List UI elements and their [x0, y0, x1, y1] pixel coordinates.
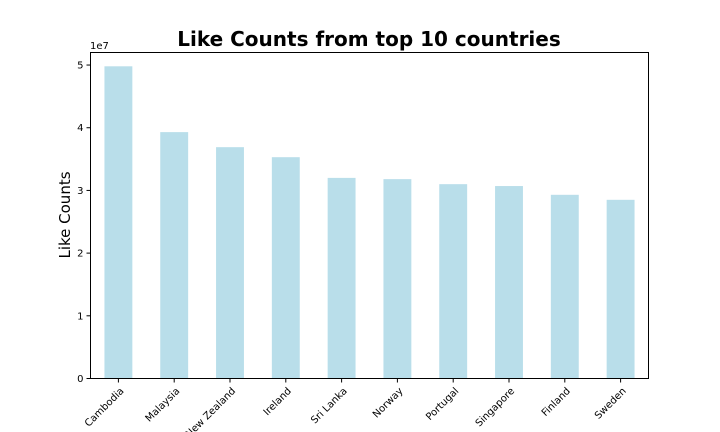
y-scale-label: 1e7: [90, 41, 109, 52]
bars-group: [104, 66, 635, 379]
x-tick-label: Cambodia: [83, 386, 127, 430]
bar: [383, 179, 412, 379]
bar: [606, 199, 635, 379]
x-ticks-group: Cambodia Malaysia New Zealand Ireland Sri La…: [83, 378, 629, 432]
x-tick-label: Malaysia: [144, 386, 183, 425]
y-tick-label: 5: [77, 61, 83, 72]
bar: [104, 66, 133, 379]
bar: [439, 184, 468, 379]
x-tick-label: Portugal: [424, 386, 461, 423]
x-tick-label: New Zealand: [184, 386, 238, 432]
bar: [271, 157, 300, 379]
bar: [327, 177, 356, 379]
x-tick-label: Norway: [371, 386, 406, 421]
y-tick-label: 4: [77, 123, 83, 134]
bar: [495, 186, 523, 379]
y-ticks-group: 0 1 2 3 4 5: [77, 61, 91, 385]
y-tick-label: 2: [77, 249, 83, 260]
x-tick-label: Sri Lanka: [309, 386, 349, 426]
x-tick-label: Finland: [540, 386, 573, 419]
plot-frame: [90, 52, 649, 379]
chart-title: Like Counts from top 10 countries: [177, 27, 561, 51]
y-tick-label: 0: [77, 374, 83, 385]
x-tick-label: Ireland: [262, 386, 294, 418]
x-tick-label: Sweden: [593, 386, 629, 422]
x-tick-label: Singapore: [474, 386, 517, 429]
y-axis-label: Like Counts: [56, 171, 74, 258]
y-tick-label: 1: [77, 311, 83, 322]
bar: [550, 194, 579, 379]
y-tick-label: 3: [77, 186, 83, 197]
bar: [216, 147, 244, 379]
bar: [160, 132, 189, 379]
